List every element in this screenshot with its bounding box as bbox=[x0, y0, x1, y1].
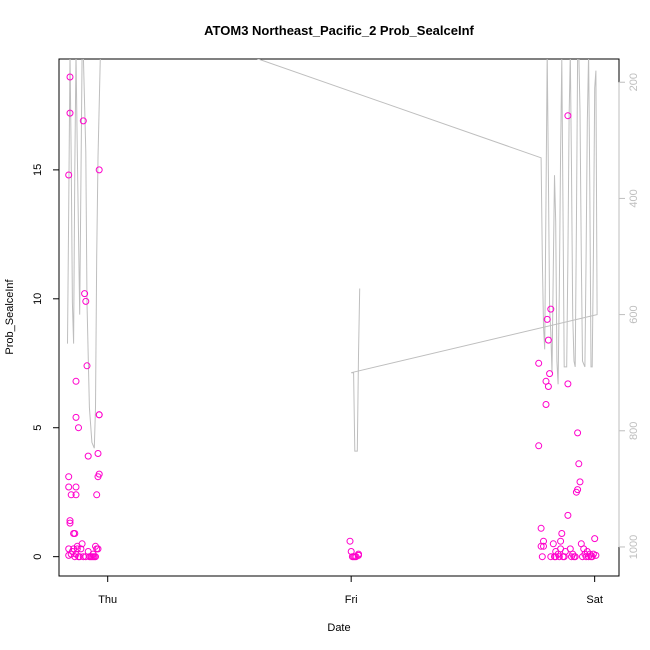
y-axis: 0 5 10 15 bbox=[32, 164, 60, 560]
x-axis: Thu Fri Sat bbox=[98, 575, 603, 606]
data-point bbox=[67, 491, 75, 499]
data-point bbox=[540, 542, 547, 550]
y2-tick-label: 1000 bbox=[628, 535, 640, 559]
y-tick-label: 10 bbox=[32, 293, 44, 305]
y-tick-label: 5 bbox=[32, 425, 44, 431]
y2-axis: 200 400 600 800 1000 bbox=[618, 73, 640, 559]
data-point bbox=[72, 491, 80, 499]
data-point bbox=[557, 537, 565, 545]
data-point bbox=[65, 483, 73, 491]
data-point bbox=[84, 452, 92, 460]
data-point bbox=[575, 460, 583, 468]
x-tick-label: Fri bbox=[345, 594, 358, 606]
data-point bbox=[540, 537, 547, 545]
data-point bbox=[560, 553, 568, 561]
data-point bbox=[564, 511, 572, 519]
data-point bbox=[571, 553, 579, 561]
data-point bbox=[346, 537, 354, 545]
data-point bbox=[73, 545, 81, 553]
data-point bbox=[71, 530, 79, 537]
data-point bbox=[65, 473, 73, 481]
data-point bbox=[591, 535, 599, 543]
data-point bbox=[93, 491, 101, 499]
data-point bbox=[543, 315, 551, 323]
data-point bbox=[72, 377, 80, 385]
depth-line bbox=[67, 59, 598, 452]
data-point bbox=[574, 429, 582, 437]
data-point bbox=[77, 545, 85, 553]
y-axis-label: Prob_SealceInf bbox=[4, 278, 16, 354]
data-point bbox=[66, 517, 74, 525]
data-point bbox=[547, 553, 555, 561]
data-point bbox=[66, 519, 74, 527]
data-point bbox=[81, 290, 89, 298]
data-point bbox=[535, 359, 543, 367]
data-point bbox=[564, 112, 572, 120]
data-point bbox=[592, 551, 600, 559]
data-point bbox=[66, 73, 74, 81]
data-point bbox=[355, 550, 362, 558]
data-point bbox=[574, 486, 582, 494]
data-point bbox=[95, 470, 103, 478]
data-point bbox=[78, 540, 86, 548]
data-point bbox=[65, 171, 73, 179]
data-point bbox=[544, 383, 552, 390]
data-point bbox=[555, 553, 563, 561]
data-point bbox=[95, 166, 103, 174]
data-point bbox=[72, 483, 80, 491]
x-tick-label: Thu bbox=[98, 594, 117, 606]
data-point bbox=[66, 109, 74, 117]
data-point bbox=[82, 297, 90, 305]
depth-line-series bbox=[67, 59, 598, 452]
data-point bbox=[79, 117, 87, 125]
data-point bbox=[94, 545, 102, 553]
data-point bbox=[537, 524, 545, 532]
probability-point-series bbox=[65, 73, 600, 561]
data-point bbox=[95, 411, 103, 419]
y2-tick-label: 800 bbox=[628, 422, 640, 440]
y-tick-label: 0 bbox=[32, 554, 44, 560]
data-point bbox=[549, 540, 557, 548]
data-point bbox=[538, 553, 546, 561]
x-axis-label: Date bbox=[327, 622, 350, 634]
data-point bbox=[92, 553, 99, 561]
data-point bbox=[542, 401, 550, 408]
y2-tick-label: 200 bbox=[628, 73, 640, 91]
data-point bbox=[576, 478, 584, 486]
y-tick-label: 15 bbox=[32, 164, 44, 176]
data-point bbox=[83, 362, 91, 370]
data-point bbox=[72, 413, 80, 421]
y2-tick-label: 600 bbox=[628, 305, 640, 323]
data-point bbox=[546, 370, 554, 378]
data-point bbox=[547, 305, 555, 313]
data-point bbox=[564, 380, 572, 388]
x-tick-label: Sat bbox=[586, 594, 603, 606]
data-point bbox=[75, 424, 82, 432]
data-point bbox=[535, 442, 543, 450]
chart-title: ATOM3 Northeast_Pacific_2 Prob_SealceInf bbox=[204, 23, 474, 38]
data-point bbox=[544, 336, 552, 344]
data-point bbox=[558, 530, 566, 537]
data-point bbox=[94, 450, 102, 457]
y2-tick-label: 400 bbox=[628, 189, 640, 207]
